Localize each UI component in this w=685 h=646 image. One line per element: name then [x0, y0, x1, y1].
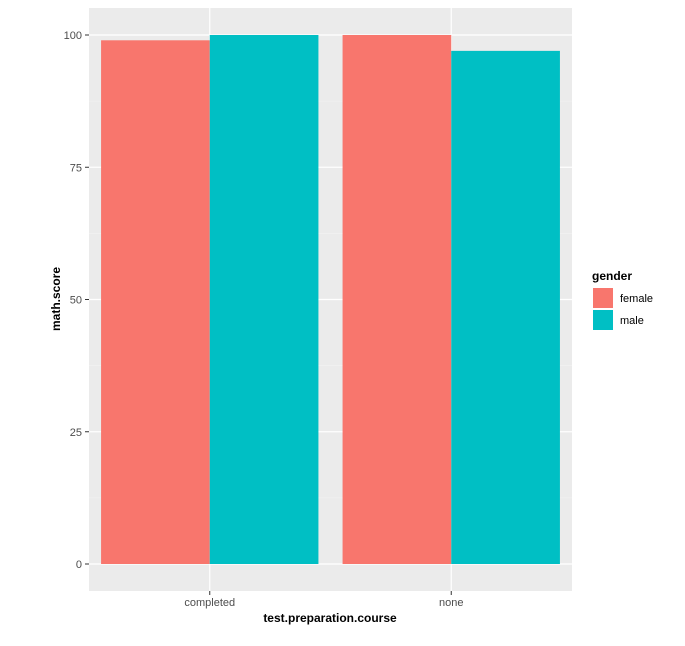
y-axis-title: math.score — [49, 267, 63, 331]
legend: gender female male — [592, 269, 653, 330]
y-tick-label: 0 — [76, 559, 82, 571]
legend-label-male: male — [620, 315, 644, 327]
y-tick-label: 25 — [70, 427, 82, 439]
bar-male-completed — [209, 35, 319, 564]
y-axis-ticks: 0 25 50 75 100 — [64, 30, 89, 571]
bar-female-none — [342, 35, 452, 564]
y-tick-label: 50 — [70, 295, 82, 307]
legend-key-female — [593, 288, 613, 308]
x-axis-ticks: completed none — [184, 591, 463, 609]
legend-key-male — [593, 310, 613, 330]
legend-entries: female male — [593, 288, 653, 330]
x-tick-label: completed — [184, 597, 235, 609]
y-tick-label: 75 — [70, 162, 82, 174]
legend-label-female: female — [620, 293, 653, 305]
x-tick-label: none — [439, 597, 463, 609]
legend-title: gender — [592, 269, 632, 283]
bar-male-none — [451, 50, 560, 565]
x-axis-title: test.preparation.course — [263, 611, 397, 625]
bars — [101, 35, 560, 565]
bar-female-completed — [101, 40, 210, 565]
y-tick-label: 100 — [64, 30, 82, 42]
